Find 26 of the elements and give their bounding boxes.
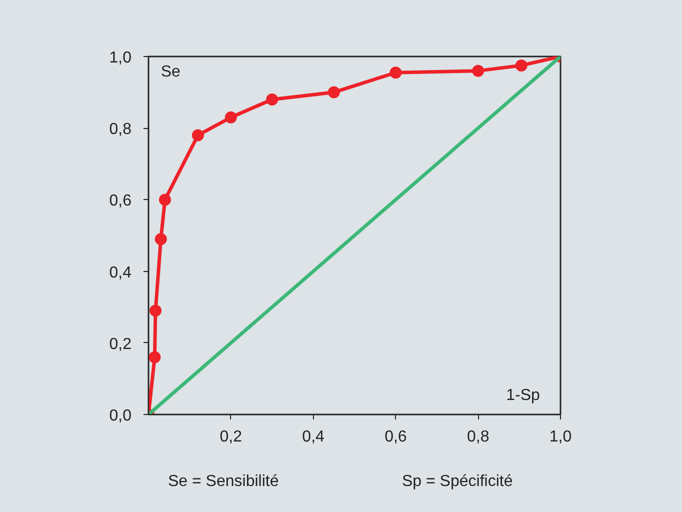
point: [158, 194, 171, 206]
point: [150, 304, 162, 317]
point: [148, 351, 161, 364]
y-axis-title: Se: [160, 64, 181, 81]
point: [515, 59, 528, 72]
x-tick-label: 0,2: [220, 428, 242, 446]
point: [224, 111, 237, 124]
point: [154, 233, 167, 246]
text: Sp = Spécificité: [402, 472, 513, 492]
point: [390, 66, 402, 79]
text: Se = Sensibilité: [168, 472, 279, 492]
point: [266, 93, 278, 106]
y-tick-label: 0,2: [109, 336, 132, 353]
y-tick-label: 0,8: [109, 121, 132, 138]
y-tick-label: 0,6: [109, 192, 132, 210]
point: [192, 129, 204, 142]
point: [472, 64, 484, 77]
y-tick-label: 0,0: [109, 408, 132, 424]
x-tick-label: 0,6: [384, 428, 407, 446]
y-tick-label: 0,4: [109, 264, 132, 282]
x-tick-label: 0,4: [302, 428, 325, 446]
x-axis-title: 1-Sp: [506, 386, 540, 404]
x-tick-label: 1,0: [549, 428, 572, 446]
y-tick-label: 1,0: [109, 50, 132, 66]
x-tick-label: 0,8: [466, 428, 490, 446]
point: [328, 86, 340, 98]
